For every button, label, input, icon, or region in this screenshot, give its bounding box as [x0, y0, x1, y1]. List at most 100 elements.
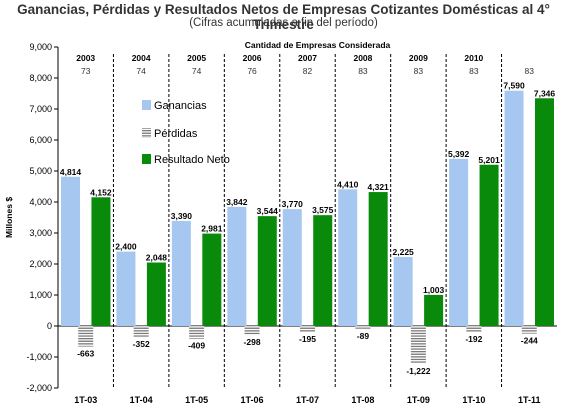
chart-bars	[61, 90, 554, 364]
bar-ganancias	[449, 158, 469, 326]
bar-resultado-neto	[535, 98, 554, 326]
bar-ganancias	[282, 209, 302, 326]
y-tick-label: 0	[47, 321, 52, 331]
bar-resultado-neto	[202, 233, 222, 326]
legend-swatch-perdidas	[142, 128, 151, 138]
bar-resultado-neto	[313, 215, 333, 326]
year-label: 2004	[132, 53, 151, 63]
label-perdidas: -244	[521, 336, 538, 346]
bar-perdidas	[133, 326, 149, 337]
bar-resultado-neto	[257, 216, 277, 326]
label-ganancias: 7,590	[503, 81, 525, 91]
bar-resultado-neto	[91, 197, 111, 326]
legend-label-resultado-neto: Resultado Neto	[154, 154, 230, 166]
bar-ganancias	[171, 220, 191, 326]
y-tick-label: -1,000	[26, 352, 52, 362]
bar-perdidas	[521, 326, 537, 334]
label-resultado-neto: 3,544	[257, 206, 279, 216]
label-perdidas: -1,222	[406, 366, 430, 376]
label-resultado-neto: 5,201	[478, 155, 500, 165]
x-tick-label: 1T-06	[241, 395, 264, 405]
label-ganancias: 4,814	[60, 167, 82, 177]
legend-swatch-resultado-neto	[142, 154, 151, 164]
bar-resultado-neto	[368, 192, 388, 326]
bar-ganancias	[116, 251, 136, 326]
chart-title: Ganancias, Pérdidas y Resultados Netos d…	[17, 2, 550, 32]
label-ganancias: 5,392	[448, 149, 470, 159]
legend-swatch-ganancias	[142, 100, 151, 110]
company-count-header: Cantidad de Empresas Considerada 2003 73 20…	[76, 40, 534, 388]
bar-resultado-neto	[424, 294, 444, 326]
company-count: 83	[414, 66, 424, 76]
label-ganancias: 2,225	[393, 247, 415, 257]
y-tick-label: -2,000	[26, 383, 52, 393]
year-label: 2010	[464, 53, 483, 63]
label-perdidas: -192	[465, 334, 482, 344]
y-axis-label: Millones $	[4, 197, 14, 238]
x-tick-label: 1T-08	[351, 395, 374, 405]
company-count: 82	[303, 66, 313, 76]
x-tick-label: 1T-09	[407, 395, 430, 405]
legend-label-ganancias: Ganancias	[154, 100, 207, 112]
x-tick-label: 1T-11	[518, 395, 541, 405]
y-tick-label: 6,000	[29, 135, 52, 145]
label-resultado-neto: 7,346	[534, 88, 556, 98]
label-resultado-neto: 2,048	[146, 253, 168, 263]
label-resultado-neto: 3,575	[312, 205, 334, 215]
bar-ganancias	[338, 189, 358, 326]
label-ganancias: 3,842	[226, 197, 248, 207]
label-resultado-neto: 2,981	[201, 224, 223, 234]
company-count: 83	[469, 66, 479, 76]
year-label: 2009	[409, 53, 428, 63]
company-count: 83	[358, 66, 368, 76]
x-tick-label: 1T-05	[185, 395, 208, 405]
bar-perdidas	[410, 326, 426, 364]
year-label: 2007	[298, 53, 317, 63]
company-count-title: Cantidad de Empresas Considerada	[245, 40, 391, 50]
bar-perdidas	[466, 326, 482, 332]
chart-legend: Ganancias Pérdidas Resultado Neto	[142, 100, 230, 166]
company-count: 73	[81, 66, 91, 76]
label-perdidas: -89	[357, 331, 370, 341]
label-ganancias: 2,400	[115, 242, 137, 252]
y-tick-label: 9,000	[29, 42, 52, 52]
label-perdidas: -409	[188, 341, 205, 351]
bar-ganancias	[504, 90, 524, 327]
label-perdidas: -298	[244, 337, 261, 347]
bar-ganancias	[61, 176, 80, 326]
company-count: 83	[525, 66, 535, 76]
y-tick-label: 3,000	[29, 228, 52, 238]
y-tick-label: 4,000	[29, 197, 52, 207]
y-tick-label: 7,000	[29, 104, 52, 114]
bar-perdidas	[300, 326, 315, 333]
label-ganancias: 3,770	[282, 199, 304, 209]
bar-ganancias	[393, 257, 413, 326]
label-perdidas: -352	[133, 339, 150, 349]
label-perdidas: -195	[299, 334, 316, 344]
chart-value-labels: 4,814 -663 4,152 2,400 -352 2,048 3,390 -409 2,9…	[60, 81, 556, 376]
y-tick-label: 5,000	[29, 166, 52, 176]
legend-label-perdidas: Pérdidas	[154, 128, 198, 140]
year-label: 2006	[243, 53, 262, 63]
label-ganancias: 3,390	[171, 211, 193, 221]
company-count: 74	[192, 66, 202, 76]
company-count: 76	[247, 66, 257, 76]
chart-subtitle: (Cifras acumuladas a fin del período)	[189, 17, 378, 29]
bar-resultado-neto	[479, 164, 499, 326]
bar-perdidas	[189, 326, 205, 339]
y-tick-label: 2,000	[29, 259, 52, 269]
bar-perdidas	[244, 326, 260, 336]
y-tick-label: 8,000	[29, 73, 52, 83]
label-ganancias: 4,410	[337, 179, 359, 189]
y-tick-label: 1,000	[29, 290, 52, 300]
label-resultado-neto: 4,321	[368, 182, 390, 192]
bar-perdidas	[355, 326, 371, 329]
x-tick-label: 1T-04	[130, 395, 153, 405]
x-tick-label: 1T-07	[296, 395, 319, 405]
year-label: 2003	[76, 53, 95, 63]
bar-perdidas	[78, 326, 94, 347]
label-resultado-neto: 1,003	[423, 285, 445, 295]
company-count: 74	[136, 66, 146, 76]
label-resultado-neto: 4,152	[90, 187, 112, 197]
